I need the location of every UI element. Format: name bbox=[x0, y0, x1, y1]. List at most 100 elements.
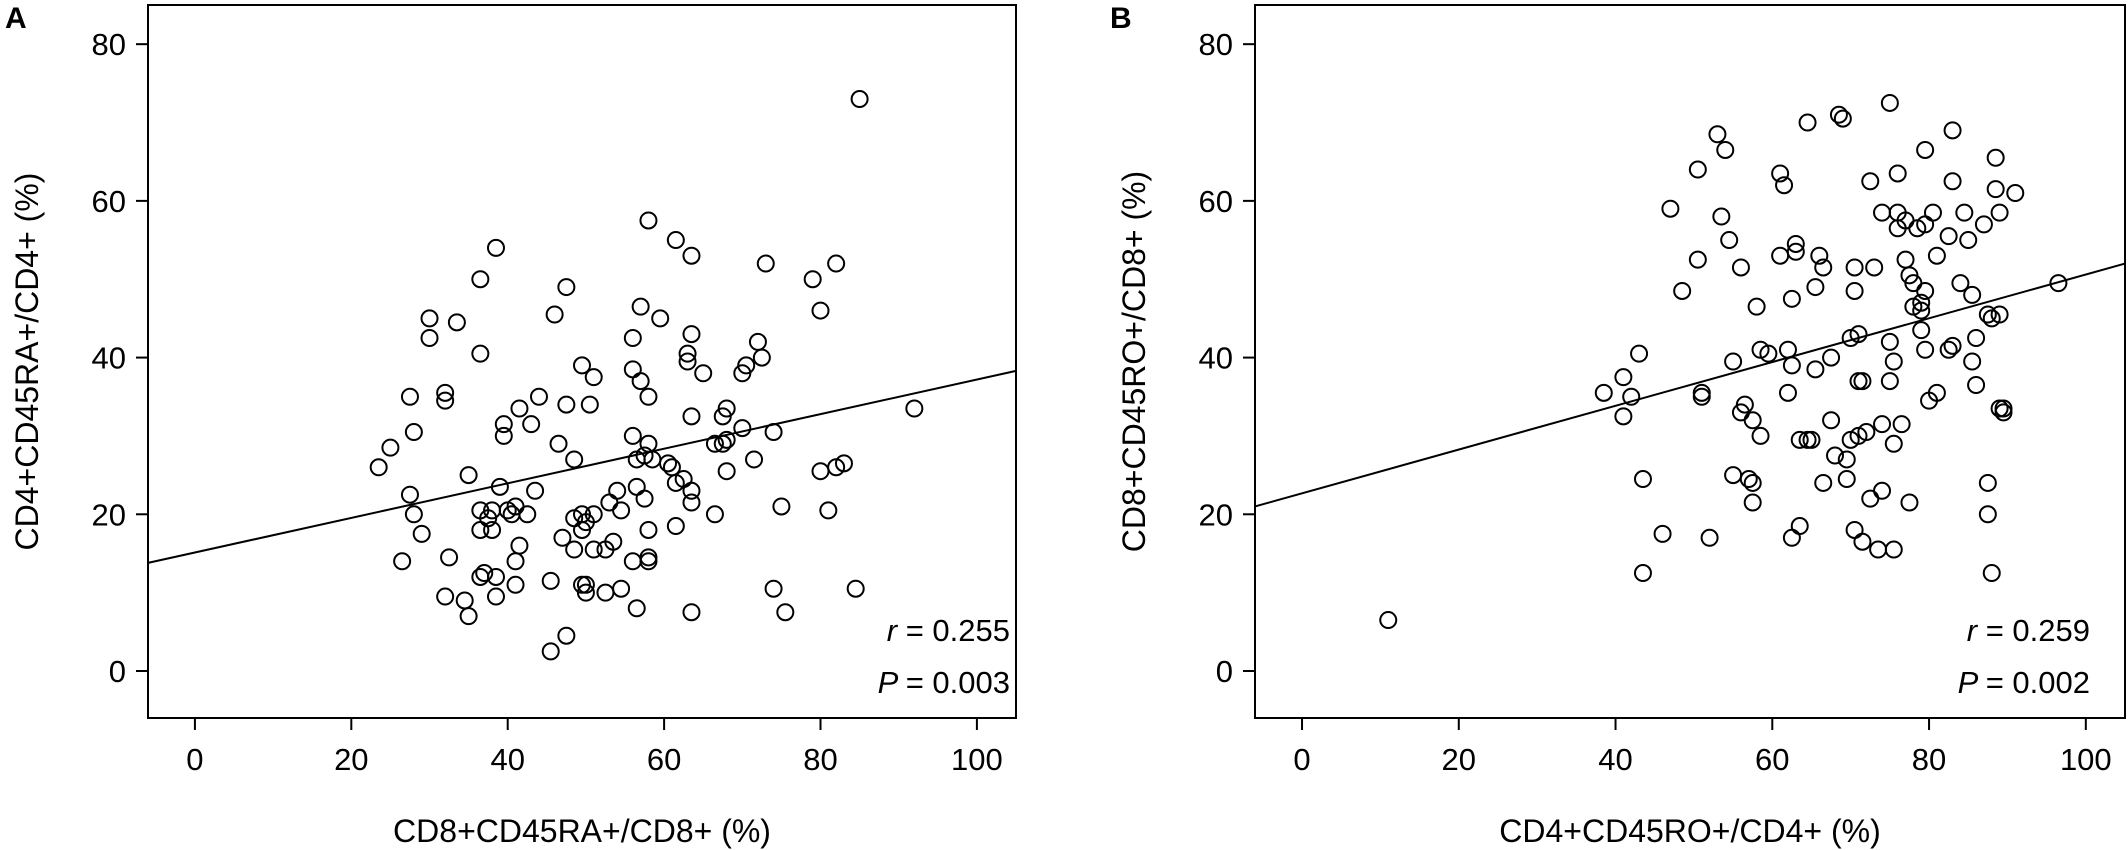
data-point bbox=[486, 238, 505, 257]
data-point bbox=[1759, 344, 1778, 363]
data-point bbox=[1884, 434, 1903, 453]
data-point bbox=[1724, 352, 1743, 371]
data-point bbox=[1751, 426, 1770, 445]
data-point bbox=[510, 536, 529, 555]
data-point bbox=[1790, 517, 1809, 536]
data-point bbox=[584, 505, 603, 524]
panel-b: B 0 20 40 60 80 100 0 20 40 60 80 CD4+CD45RO+/CD4+ (… bbox=[1110, 2, 2126, 849]
data-point bbox=[494, 426, 513, 445]
data-point bbox=[436, 391, 455, 410]
data-point bbox=[2006, 184, 2025, 203]
data-point bbox=[1837, 450, 1856, 469]
data-point bbox=[1692, 383, 1711, 402]
data-point bbox=[494, 415, 513, 434]
data-point bbox=[506, 552, 525, 571]
data-point bbox=[1978, 305, 1997, 324]
data-point bbox=[565, 540, 584, 559]
data-point bbox=[776, 603, 795, 622]
data-point bbox=[1994, 399, 2013, 418]
data-point bbox=[666, 473, 685, 492]
data-point bbox=[1861, 172, 1880, 191]
data-point bbox=[1963, 285, 1982, 304]
data-point bbox=[1912, 321, 1931, 340]
data-point bbox=[553, 528, 572, 547]
data-point bbox=[510, 399, 529, 418]
data-point bbox=[1884, 352, 1903, 371]
data-point bbox=[682, 407, 701, 426]
data-point bbox=[631, 372, 650, 391]
data-point bbox=[1986, 148, 2005, 167]
x-tick-label: 100 bbox=[951, 742, 1003, 777]
data-point bbox=[1849, 325, 1868, 344]
y-axis-label: CD4+CD45RA+/CD4+ (%) bbox=[9, 173, 45, 551]
data-point bbox=[1688, 160, 1707, 179]
data-point bbox=[623, 360, 642, 379]
data-point bbox=[412, 524, 431, 543]
data-point bbox=[529, 387, 548, 406]
x-tick-label: 80 bbox=[803, 742, 837, 777]
x-tick-label: 60 bbox=[647, 742, 681, 777]
data-point bbox=[475, 564, 494, 583]
data-point bbox=[1943, 172, 1962, 191]
data-point bbox=[576, 575, 595, 594]
data-point bbox=[1955, 203, 1974, 222]
data-point bbox=[1786, 242, 1805, 261]
y-tick-label: 20 bbox=[92, 497, 126, 532]
data-point bbox=[573, 356, 591, 375]
data-point bbox=[631, 297, 650, 316]
data-point bbox=[1912, 301, 1931, 320]
data-point bbox=[518, 505, 537, 524]
data-point bbox=[1806, 360, 1825, 379]
data-point bbox=[1912, 293, 1931, 312]
y-tick-label: 80 bbox=[1199, 27, 1233, 62]
data-point bbox=[1814, 258, 1833, 277]
y-tick-label: 80 bbox=[92, 27, 126, 62]
data-point bbox=[737, 356, 756, 375]
data-point bbox=[717, 430, 736, 449]
data-point bbox=[1857, 423, 1876, 442]
data-point bbox=[1614, 407, 1633, 426]
data-point bbox=[1692, 387, 1711, 406]
y-tick-label: 40 bbox=[92, 341, 126, 376]
data-point bbox=[1900, 493, 1919, 512]
data-point bbox=[455, 591, 474, 610]
x-tick-label: 40 bbox=[1598, 742, 1632, 777]
data-point bbox=[713, 407, 732, 426]
data-point bbox=[623, 552, 642, 571]
data-point bbox=[1927, 246, 1946, 265]
data-point bbox=[1951, 274, 1970, 293]
data-point bbox=[1814, 473, 1833, 492]
data-point bbox=[1994, 403, 2013, 422]
data-point bbox=[1782, 289, 1801, 308]
data-point bbox=[1826, 446, 1844, 465]
data-point bbox=[666, 517, 685, 536]
x-axis-label: CD8+CD45RA+/CD8+ (%) bbox=[393, 813, 771, 849]
data-point bbox=[612, 501, 631, 520]
data-point bbox=[612, 579, 631, 598]
data-point bbox=[471, 520, 490, 539]
data-point bbox=[580, 395, 599, 414]
data-point bbox=[748, 332, 767, 351]
data-point bbox=[486, 567, 505, 586]
data-point bbox=[1978, 473, 1997, 492]
data-point bbox=[1743, 493, 1762, 512]
data-point bbox=[717, 462, 736, 481]
data-point bbox=[1880, 372, 1899, 391]
data-point bbox=[522, 415, 541, 434]
data-point bbox=[627, 599, 646, 618]
data-point bbox=[545, 305, 564, 324]
data-point bbox=[694, 364, 713, 383]
p-statistic: P = 0.003 bbox=[878, 665, 1010, 700]
data-point bbox=[811, 301, 830, 320]
data-point bbox=[705, 505, 724, 524]
data-point bbox=[393, 552, 412, 571]
data-point bbox=[1716, 140, 1735, 159]
data-point bbox=[1990, 203, 2009, 222]
data-point bbox=[1967, 376, 1986, 395]
data-point bbox=[1775, 176, 1794, 195]
r-statistic: r = 0.259 bbox=[1967, 613, 2090, 648]
data-point bbox=[1614, 368, 1633, 387]
data-point bbox=[1633, 470, 1652, 489]
data-point bbox=[584, 368, 603, 387]
x-tick-label: 20 bbox=[334, 742, 368, 777]
